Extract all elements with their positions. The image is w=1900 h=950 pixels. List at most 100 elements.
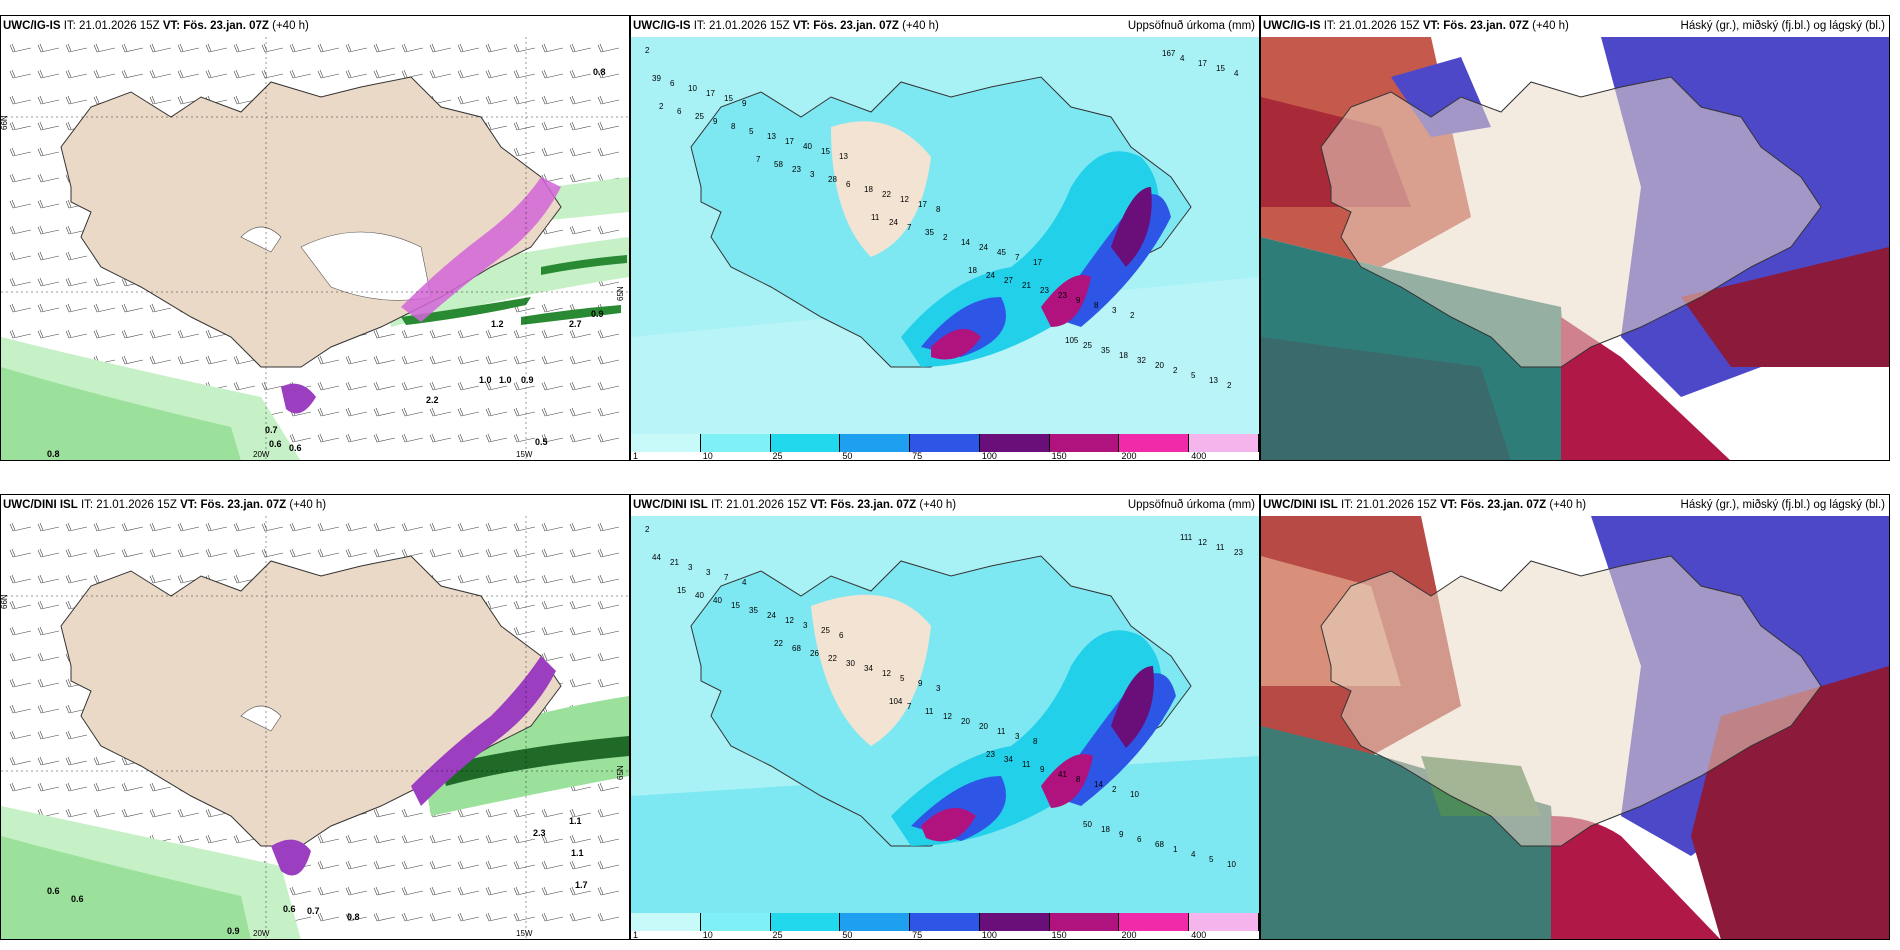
precip-value: 2 — [1130, 311, 1135, 320]
wind-barb — [485, 574, 508, 584]
precip-value: 12 — [882, 669, 891, 678]
wind-barb — [457, 43, 480, 53]
precip-value: 35 — [1101, 346, 1110, 355]
wind-barb — [9, 69, 32, 79]
wind-barb — [541, 626, 564, 636]
lead-time: (+40 h) — [919, 499, 957, 511]
wind-barb — [317, 834, 340, 844]
value-label: 0.8 — [347, 912, 360, 922]
valid-time: Fös. 23.jan. 07Z — [1460, 499, 1547, 511]
precip-value: 7 — [907, 223, 912, 232]
wind-barb — [9, 199, 32, 209]
wind-barb — [541, 95, 564, 105]
wind-barb — [65, 69, 88, 79]
wind-barb — [597, 860, 620, 870]
wind-barb — [233, 548, 256, 558]
precip-value: 34 — [1004, 755, 1013, 764]
value-label: 1.1 — [571, 848, 584, 858]
precip-value: 39 — [652, 74, 661, 83]
cloud-map — [1261, 37, 1889, 460]
precip-value: 13 — [839, 152, 848, 161]
wind-barb — [569, 147, 592, 157]
wind-barb — [345, 381, 368, 391]
precip-value: 2 — [645, 46, 650, 55]
wind-barb — [457, 69, 480, 79]
colorbar-swatch — [631, 913, 701, 931]
precip-value: 2 — [659, 102, 664, 111]
wind-barb — [37, 225, 60, 235]
precip-zone — [921, 808, 976, 842]
precip-value: 24 — [889, 218, 898, 227]
init-time: IT: 21.01.2026 15Z — [1340, 499, 1437, 511]
dry-area — [831, 121, 931, 258]
wind-barb — [485, 834, 508, 844]
wind-barb — [373, 808, 396, 818]
value-label: 1.0 — [499, 375, 512, 385]
wind-barb — [373, 433, 396, 443]
lead-time: (+40 h) — [289, 499, 327, 511]
precip-value: 3 — [936, 684, 941, 693]
wind-barb — [541, 912, 564, 922]
wind-barb — [373, 548, 396, 558]
wind-barb — [37, 704, 60, 714]
colorbar-swatch — [1049, 434, 1120, 452]
wind-barb — [597, 574, 620, 584]
wind-barb — [485, 95, 508, 105]
wind-barb — [93, 277, 116, 287]
field-title: Háský (gr.), miðský (fj.bl.) og lágský (… — [1680, 499, 1885, 511]
precip-value: 18 — [864, 185, 873, 194]
wind-barb — [317, 355, 340, 365]
mid-cloud — [1261, 337, 1511, 460]
wind-barb — [541, 600, 564, 610]
precip-value: 7 — [1015, 253, 1020, 262]
wind-barb — [513, 808, 536, 818]
wind-barb — [149, 43, 172, 53]
wind-barb — [261, 69, 284, 79]
precip-value: 23 — [1234, 548, 1243, 557]
value-label: 0.9 — [521, 375, 534, 385]
wind-barb — [93, 808, 116, 818]
wind-barb — [597, 43, 620, 53]
precip-value: 5 — [1191, 371, 1196, 380]
wind-barb — [485, 886, 508, 896]
model-name: UWC/IG-IS — [3, 20, 61, 32]
wind-barb — [345, 834, 368, 844]
wind-barb — [9, 522, 32, 532]
precip-value: 20 — [979, 722, 988, 731]
colorbar-tick: 400 — [1191, 930, 1207, 940]
precip-value: 23 — [1040, 286, 1049, 295]
value-label: 0.6 — [289, 443, 302, 453]
wind-barb — [149, 355, 172, 365]
high-cloud — [1551, 816, 1721, 939]
wind-barb — [149, 548, 172, 558]
colorbar-tick: 1 — [633, 451, 639, 461]
wind-barb — [429, 43, 452, 53]
wind-barb — [569, 652, 592, 662]
precip-zone — [1111, 187, 1152, 267]
wind-barb — [513, 433, 536, 443]
wind-barb — [345, 522, 368, 532]
precip-value: 22 — [774, 639, 783, 648]
wind-barb — [569, 574, 592, 584]
precip-value: 9 — [1076, 296, 1081, 305]
precip-value: 15 — [821, 147, 830, 156]
wind-barb — [569, 548, 592, 558]
precip-green-band — [381, 237, 629, 327]
wind-barb — [37, 173, 60, 183]
precip-value: 40 — [713, 596, 722, 605]
precip-value: 8 — [936, 205, 941, 214]
wind-barb — [429, 433, 452, 443]
colorbar-swatch — [770, 434, 841, 452]
colorbar-tick: 200 — [1121, 451, 1137, 461]
wind-barb — [541, 329, 564, 339]
wind-barb — [317, 912, 340, 922]
lat-label: 66N — [1, 594, 9, 609]
wind-barb — [541, 147, 564, 157]
wind-barb — [177, 43, 200, 53]
wind-barb — [597, 886, 620, 896]
value-label: 0.7 — [265, 425, 278, 435]
precip-value: 6 — [677, 107, 682, 116]
wind-barb — [541, 548, 564, 558]
wind-barb — [233, 834, 256, 844]
wind-barb — [597, 600, 620, 610]
